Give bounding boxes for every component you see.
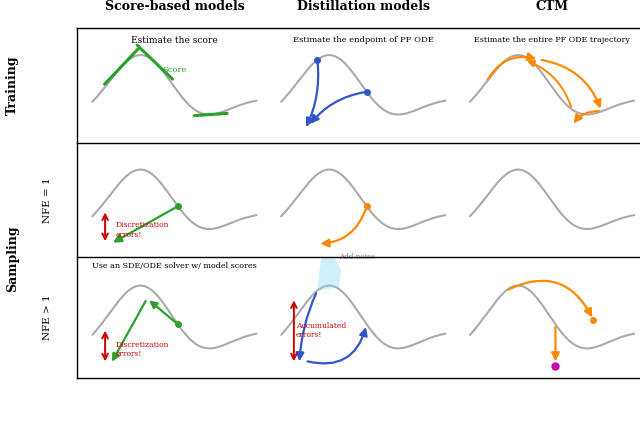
Text: Training: Training xyxy=(6,55,19,115)
Text: CTM: CTM xyxy=(536,0,568,13)
Text: Estimate the endpoint of PF ODE: Estimate the endpoint of PF ODE xyxy=(292,36,434,44)
Text: NFE > 1: NFE > 1 xyxy=(44,295,52,340)
Text: Sampling: Sampling xyxy=(6,226,19,292)
Text: NFE = 1: NFE = 1 xyxy=(44,177,52,222)
Text: Add noise: Add noise xyxy=(339,254,375,261)
Text: Use an SDE/ODE solver w/ model scores: Use an SDE/ODE solver w/ model scores xyxy=(92,262,257,270)
Text: Accumulated
errors!: Accumulated errors! xyxy=(296,322,346,340)
Polygon shape xyxy=(317,253,341,291)
Text: Estimate the entire PF ODE trajectory: Estimate the entire PF ODE trajectory xyxy=(474,36,630,44)
Text: Distillation models: Distillation models xyxy=(297,0,429,13)
Text: Score-based models: Score-based models xyxy=(104,0,244,13)
Text: Score: Score xyxy=(162,66,186,74)
Text: Discretization
errors!: Discretization errors! xyxy=(116,341,170,358)
Text: Discretization
errors!: Discretization errors! xyxy=(116,222,170,238)
Text: Estimate the score: Estimate the score xyxy=(131,36,218,45)
